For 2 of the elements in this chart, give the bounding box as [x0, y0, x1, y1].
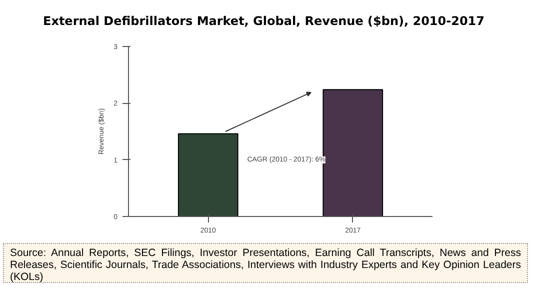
source-note: Source: Annual Reports, SEC Filings, Investor Presentations, Earning Call Transcripts, News and Press Releases, Scientific Journals, Trade Associations, Interviews with Industry Experts and Key Opinion Leaders (KOLs) — [10, 247, 521, 283]
chart-title: External Defibrillators Market, Global, Revenue ($bn), 2010-2017 — [43, 13, 484, 30]
